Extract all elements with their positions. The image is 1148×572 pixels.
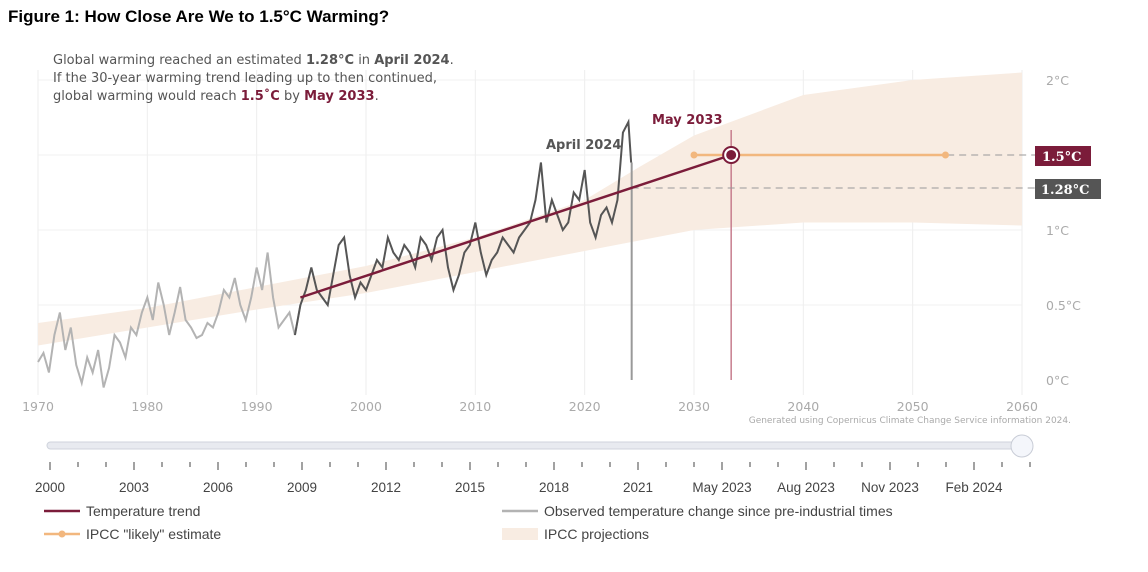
slider-label: May 2023 [692,480,751,495]
label-1.28: 1.28°C [1041,183,1090,198]
slider-label: 2003 [119,480,149,495]
y-axis-ticks: 0°C 0.5°C 1°C 2°C [1046,73,1081,388]
observed-line-early [37,252,302,388]
x-axis-ticks: 1970 1980 1990 2000 2010 2020 2030 2040 2050 2060 [22,399,1038,414]
x-tick-label: 2040 [787,399,819,414]
slider-label: Aug 2023 [777,480,835,495]
slider-label: 2015 [455,480,485,495]
x-tick-label: 2030 [678,399,710,414]
slider-label: Feb 2024 [945,480,1003,495]
time-slider-handle[interactable] [1010,434,1034,458]
slider-labels: 2000 2003 2006 2009 2012 2015 2018 2021 May 2023… [35,480,1003,495]
ipcc-projection-band [38,72,1022,346]
x-tick-label: 2050 [897,399,929,414]
slider-label: 2018 [539,480,569,495]
x-tick-label: 2060 [1006,399,1038,414]
likely-end-point [941,151,949,159]
legend-band-label: IPCC projections [544,526,649,542]
x-tick-label: 2020 [569,399,601,414]
figure-title: Figure 1: How Close Are We to 1.5°C Warm… [8,7,389,26]
x-tick-label: 1970 [22,399,54,414]
slider-label: 2009 [287,480,317,495]
may-2033-marker-dot [726,150,737,160]
slider-label: 2021 [623,480,653,495]
may-2033-label: May 2033 [652,113,723,128]
x-tick-label: 1980 [131,399,163,414]
slider-label: 2000 [35,480,65,495]
legend-observed-label: Observed temperature change since pre-in… [544,503,893,519]
x-tick-label: 2010 [459,399,491,414]
x-tick-label: 1990 [241,399,273,414]
y-tick-label: 1°C [1046,223,1069,238]
legend-band-swatch [502,528,538,540]
legend-trend-label: Temperature trend [86,503,200,519]
legend-likely-dot [58,530,66,538]
observed-line-recent [293,118,633,336]
observed-series [37,118,633,388]
label-box-1.5 [1035,146,1091,166]
slider-label: 2006 [203,480,233,495]
slider-label: Nov 2023 [861,480,919,495]
april-2024-label: April 2024 [546,138,621,153]
time-slider-track[interactable] [46,441,1024,450]
annotation-line-3: global warming would reach 1.5˚C by May … [53,88,379,104]
credit-text: Generated using Copernicus Climate Chang… [749,416,1071,426]
label-1.5: 1.5°C [1042,150,1081,165]
temperature-trend-line [300,153,732,299]
annotation-line-2: If the 30-year warming trend leading up … [53,71,437,86]
y-tick-label: 0.5°C [1046,298,1081,313]
x-tick-label: 2000 [350,399,382,414]
likely-start-point [690,151,698,159]
y-tick-label: 0°C [1046,373,1069,388]
slider-ticks [49,462,1031,470]
y-tick-label: 2°C [1046,73,1069,88]
annotation-line-1: Global warming reached an estimated 1.28… [53,53,454,68]
legend-likely-label: IPCC "likely" estimate [86,526,221,542]
label-box-1.28 [1035,179,1101,199]
slider-label: 2012 [371,480,401,495]
